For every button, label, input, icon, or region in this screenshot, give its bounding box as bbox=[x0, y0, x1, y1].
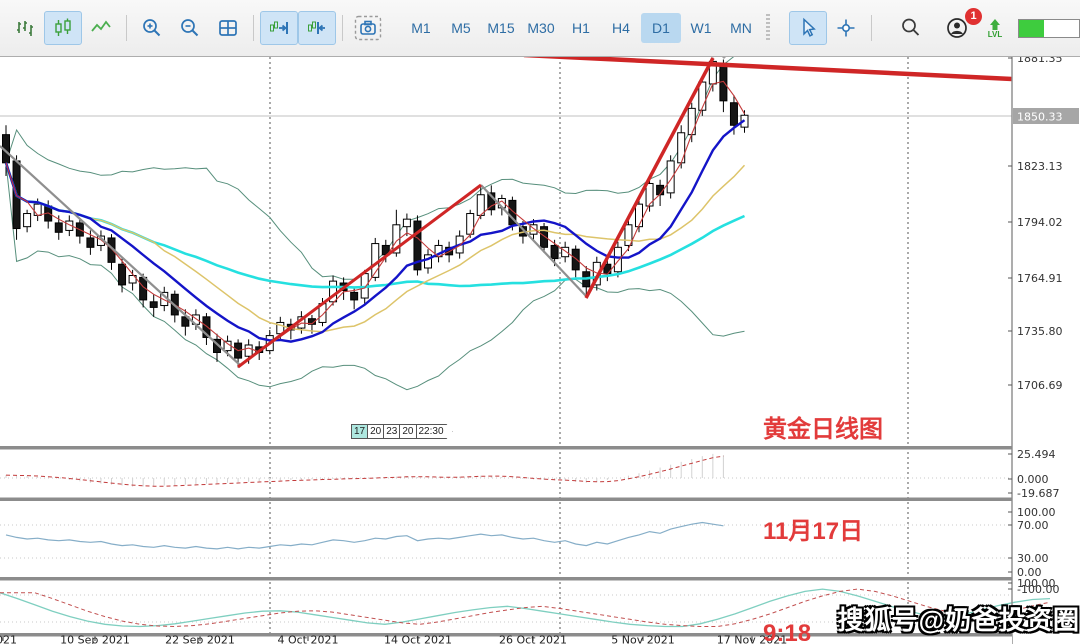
tab-h1[interactable]: H1 bbox=[572, 20, 590, 36]
timeframe-group: M1 M5 M15 M30 H1 H4 D1 W1 MN bbox=[401, 13, 761, 43]
svg-text:25.494: 25.494 bbox=[1017, 448, 1056, 461]
annotation-line-1: 黄金日线图 bbox=[763, 416, 883, 443]
descending-resistance[interactable] bbox=[523, 57, 1013, 82]
profile-icon bbox=[947, 18, 967, 38]
indicator-layer bbox=[0, 453, 1051, 628]
time-tag: 20 bbox=[399, 424, 417, 439]
level-gauge bbox=[1018, 18, 1080, 38]
svg-text:10 Sep 2021: 10 Sep 2021 bbox=[60, 634, 130, 644]
svg-text:1706.69: 1706.69 bbox=[1017, 379, 1063, 392]
time-tag-labels[interactable]: 17 20 23 20 22:30 bbox=[351, 424, 453, 439]
bar-chart-icon bbox=[17, 21, 33, 36]
search-icon bbox=[902, 18, 920, 36]
bar-chart-button[interactable] bbox=[6, 11, 44, 45]
cursor-tools: 1 LVL bbox=[789, 8, 1080, 46]
toolbar: M1 M5 M15 M30 H1 H4 D1 W1 MN bbox=[0, 0, 1080, 57]
candlesticks-icon bbox=[55, 18, 71, 36]
svg-text:100.00: 100.00 bbox=[1017, 577, 1056, 590]
auto-scroll-icon bbox=[270, 21, 288, 34]
grid-layer bbox=[0, 57, 1012, 633]
svg-text:5 Nov 2021: 5 Nov 2021 bbox=[611, 634, 674, 644]
tab-m5[interactable]: M5 bbox=[451, 20, 471, 36]
crosshair-button[interactable] bbox=[827, 11, 865, 45]
svg-text:17 Nov 2021: 17 Nov 2021 bbox=[717, 634, 787, 644]
tab-w1[interactable]: W1 bbox=[690, 20, 712, 36]
tile-windows-icon bbox=[219, 20, 237, 36]
tab-m1[interactable]: M1 bbox=[411, 20, 431, 36]
tab-h4[interactable]: H4 bbox=[612, 20, 630, 36]
zoom-in-icon bbox=[143, 19, 161, 37]
down-triangle-marker[interactable] bbox=[716, 57, 732, 59]
chart-text-annotation[interactable]: 黄金日线图 11月17日 9:18 bbox=[763, 345, 883, 644]
svg-text:-100.00: -100.00 bbox=[1017, 583, 1059, 596]
svg-text:30.00: 30.00 bbox=[1017, 552, 1049, 565]
level-up-arrow-icon bbox=[990, 19, 1000, 30]
svg-text:1881.35: 1881.35 bbox=[1017, 57, 1063, 65]
panel-separators bbox=[0, 446, 1012, 637]
cursor-button[interactable] bbox=[789, 11, 827, 45]
watermark: 搜狐号@奶爸投资圈 bbox=[837, 605, 1080, 635]
zoom-out-icon bbox=[181, 19, 199, 37]
time-tag: 20 bbox=[367, 424, 385, 439]
annotation-line-3: 9:18 bbox=[763, 620, 812, 644]
svg-text:70.00: 70.00 bbox=[1017, 519, 1049, 532]
svg-text:1735.80: 1735.80 bbox=[1017, 325, 1063, 338]
time-tag: 23 bbox=[383, 424, 401, 439]
svg-text:-19.687: -19.687 bbox=[1017, 487, 1059, 500]
time-axis[interactable]: 2021 10 Sep 2021 22 Sep 2021 4 Oct 2021 14 O… bbox=[0, 634, 1012, 644]
screenshot-button[interactable] bbox=[349, 11, 387, 45]
svg-text:22 Sep 2021: 22 Sep 2021 bbox=[165, 634, 235, 644]
svg-text:4 Oct 2021: 4 Oct 2021 bbox=[277, 634, 338, 644]
cursor-icon bbox=[803, 17, 816, 37]
toolbar-separator bbox=[871, 15, 872, 41]
tab-m30[interactable]: M30 bbox=[527, 20, 555, 36]
notification-badge: 1 bbox=[965, 8, 982, 25]
screenshot-icon bbox=[354, 15, 382, 41]
svg-text:100.00: 100.00 bbox=[1017, 506, 1056, 519]
tab-mn[interactable]: MN bbox=[730, 20, 752, 36]
toolbar-separator bbox=[342, 15, 343, 41]
zigzag-line bbox=[0, 145, 587, 366]
current-price-tag bbox=[1013, 108, 1079, 124]
ascending-trendline-1[interactable] bbox=[237, 183, 482, 369]
zoom-in-button[interactable] bbox=[133, 11, 171, 45]
chart-canvas[interactable]: 1881.35 1823.13 1794.02 1764.91 1735.80 1706.… bbox=[0, 57, 1080, 644]
svg-text:1823.13: 1823.13 bbox=[1017, 160, 1063, 173]
candlestick-button[interactable] bbox=[44, 11, 82, 45]
time-tag: 17 bbox=[351, 424, 369, 439]
svg-text:1850.33: 1850.33 bbox=[1017, 111, 1063, 124]
svg-text:26 Oct 2021: 26 Oct 2021 bbox=[499, 634, 567, 644]
chart-area[interactable]: 1881.35 1823.13 1794.02 1764.91 1735.80 1706.… bbox=[0, 57, 1080, 644]
svg-text:1764.91: 1764.91 bbox=[1017, 272, 1063, 285]
tab-m15[interactable]: M15 bbox=[487, 20, 515, 36]
chart-shift-icon bbox=[308, 21, 325, 34]
svg-text:1794.02: 1794.02 bbox=[1017, 216, 1063, 229]
annotation-line-2: 11月17日 bbox=[763, 518, 864, 545]
zoom-out-button[interactable] bbox=[171, 11, 209, 45]
svg-text:2021: 2021 bbox=[0, 634, 17, 644]
notifications-button[interactable]: 1 bbox=[940, 8, 982, 46]
svg-text:14 Oct 2021: 14 Oct 2021 bbox=[384, 634, 452, 644]
tile-windows-button[interactable] bbox=[209, 11, 247, 45]
toolbar-separator bbox=[253, 15, 254, 41]
line-chart-icon bbox=[91, 20, 111, 32]
moving-averages bbox=[4, 80, 746, 353]
lvl-label: LVL bbox=[987, 30, 1003, 39]
level-gauge-fill bbox=[1019, 19, 1045, 37]
auto-scroll-button[interactable] bbox=[260, 11, 298, 45]
svg-text:0.000: 0.000 bbox=[1017, 473, 1049, 486]
search-button[interactable] bbox=[892, 11, 930, 45]
ascending-trendline-2[interactable] bbox=[584, 57, 715, 299]
toolbar-grip[interactable] bbox=[766, 14, 770, 42]
line-chart-button[interactable] bbox=[82, 11, 120, 45]
levels-button[interactable]: LVL bbox=[986, 18, 1004, 39]
time-tag: 22:30 bbox=[416, 424, 453, 439]
svg-text:0.00: 0.00 bbox=[1017, 566, 1042, 579]
tab-d1[interactable]: D1 bbox=[641, 13, 681, 43]
chart-shift-button[interactable] bbox=[298, 11, 336, 45]
toolbar-separator bbox=[126, 15, 127, 41]
crosshair-icon bbox=[837, 19, 855, 37]
price-axis[interactable]: 1881.35 1823.13 1794.02 1764.91 1735.80 1706.… bbox=[1008, 57, 1079, 644]
